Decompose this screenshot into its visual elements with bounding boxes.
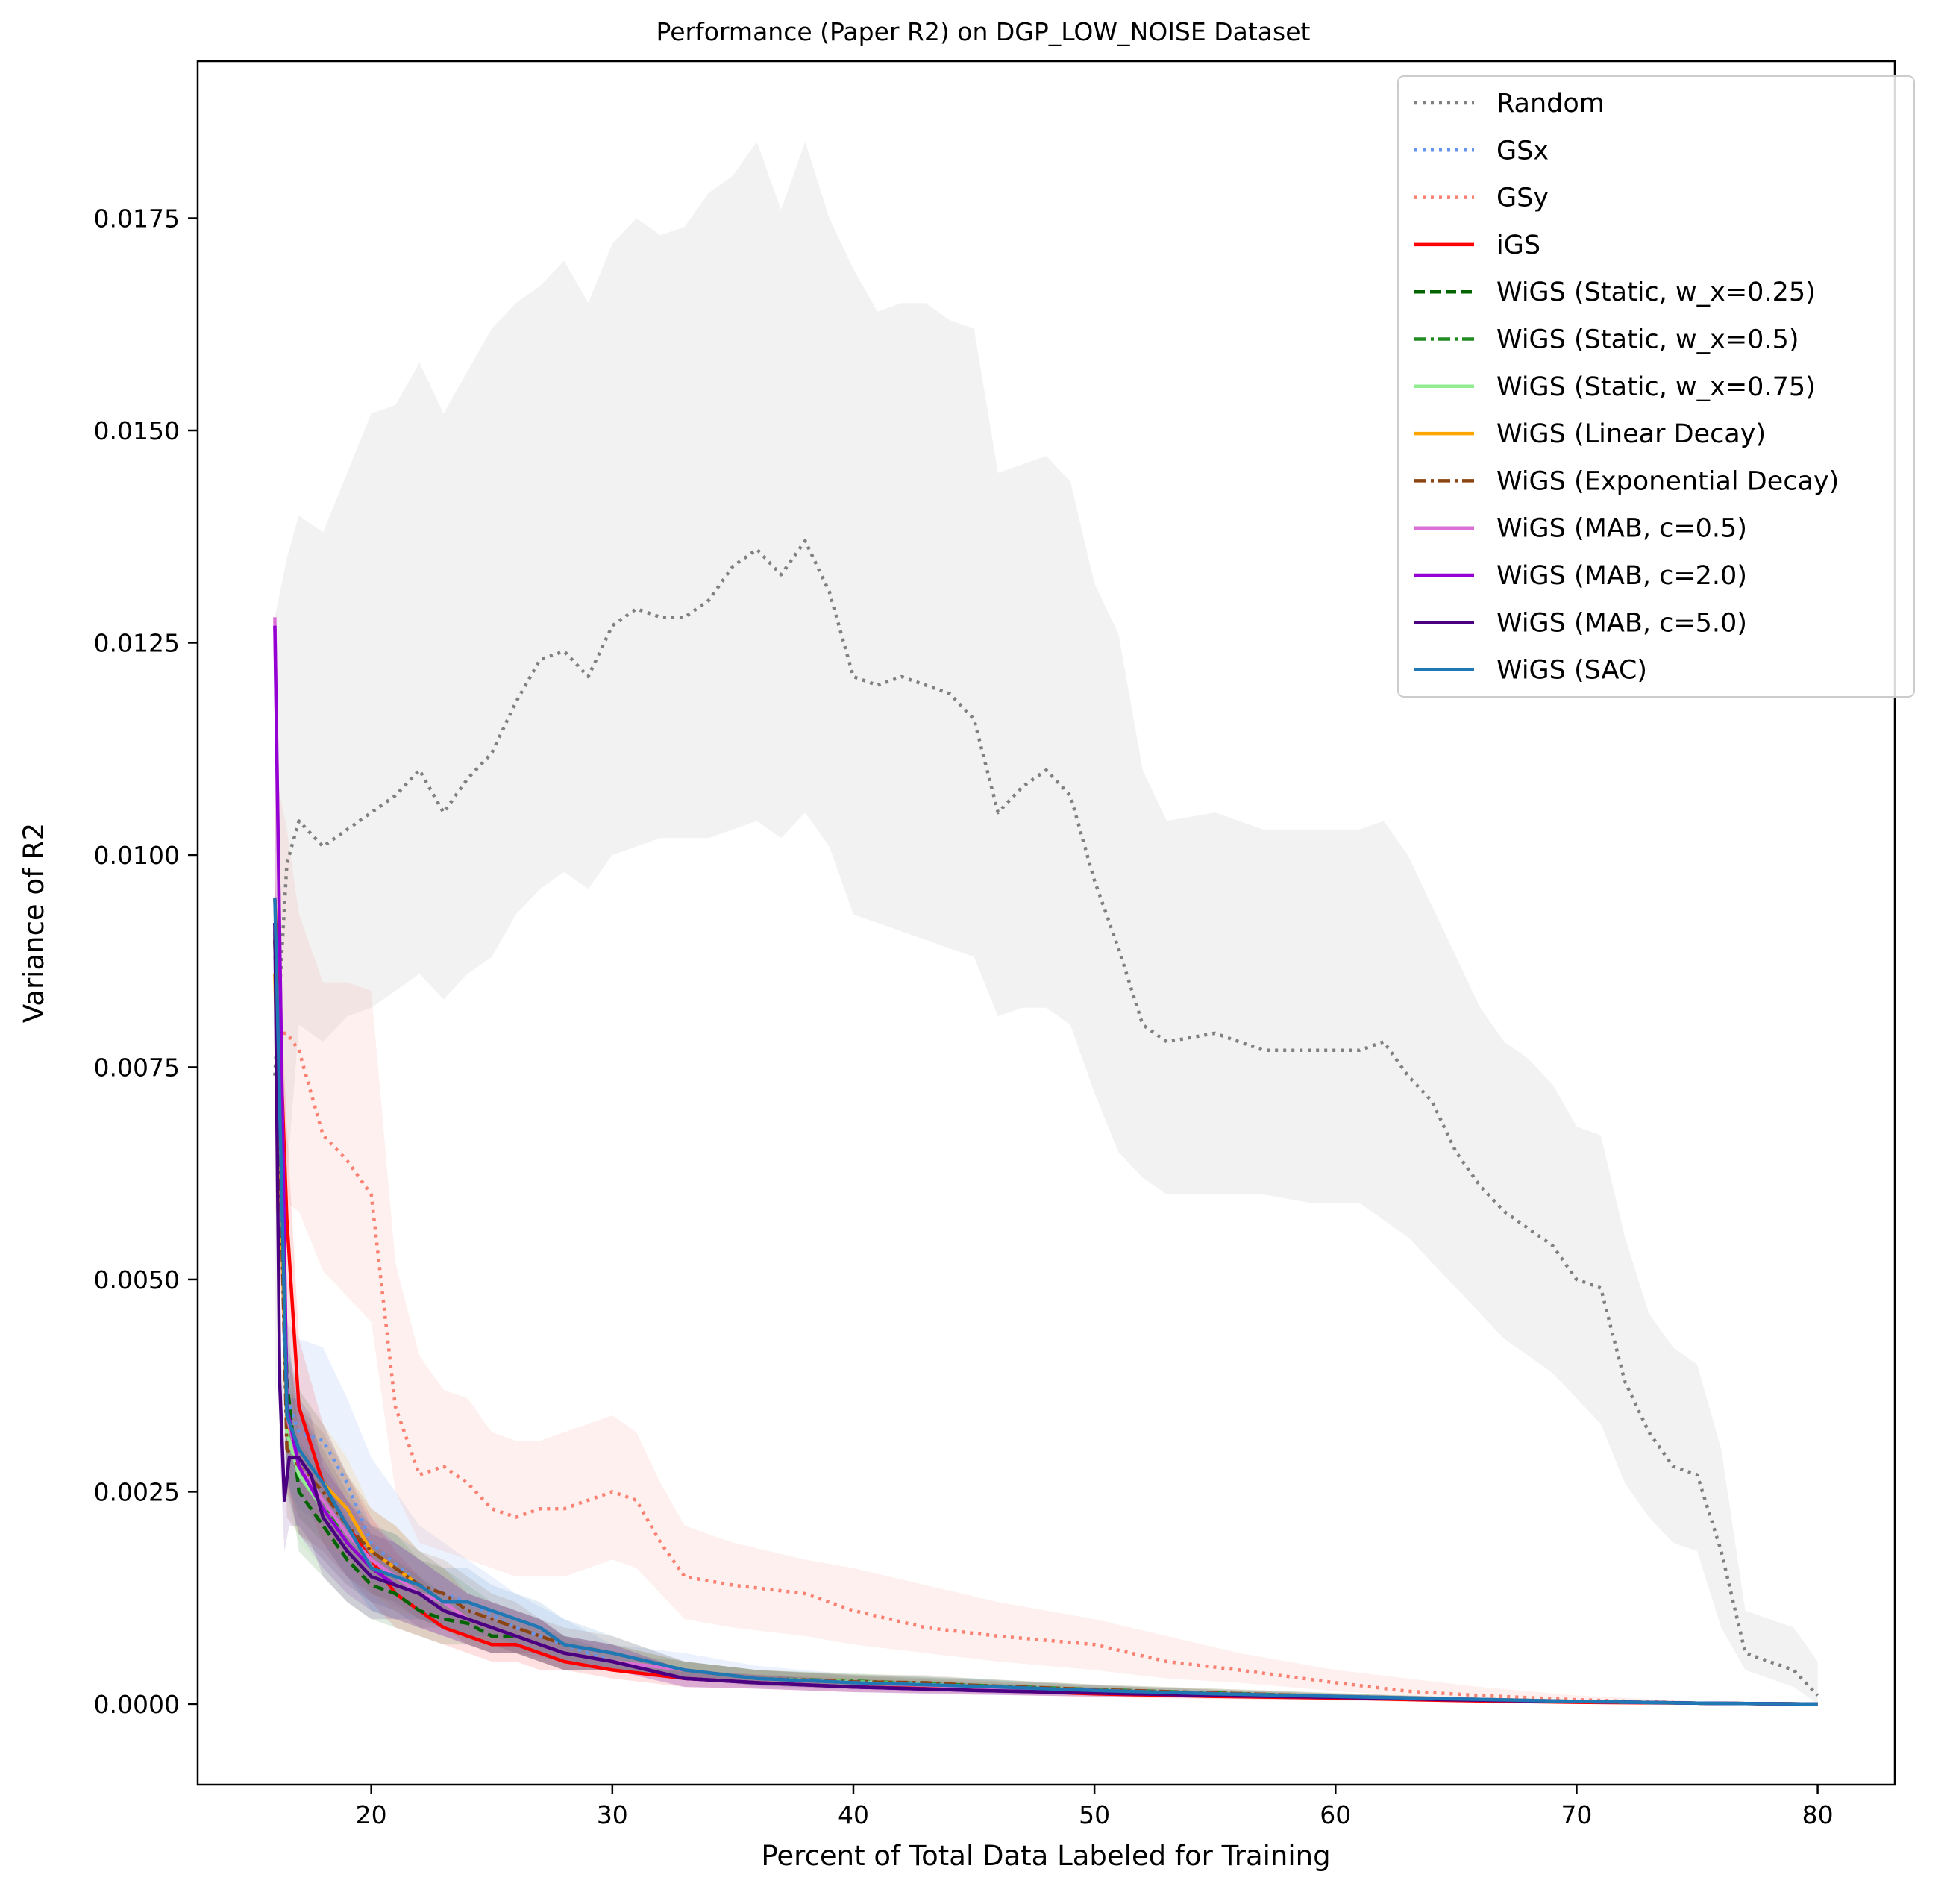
legend-label-wigs-static-w-x-0-25: WiGS (Static, w_x=0.25) xyxy=(1496,278,1816,307)
y-tick-label: 0.0000 xyxy=(94,1690,180,1719)
y-tick-label: 0.0050 xyxy=(94,1265,180,1294)
x-tick-label: 30 xyxy=(597,1800,628,1829)
band-igs xyxy=(275,871,1818,1704)
legend-label-igs: iGS xyxy=(1496,231,1540,260)
line-gsy xyxy=(275,1031,1818,1706)
legend-label-random: Random xyxy=(1496,89,1605,119)
legend-label-wigs-linear-decay: WiGS (Linear Decay) xyxy=(1496,419,1766,449)
legend-entries: Random GSx GSy iGS WiGS (Static, w_x=0.25) Wi… xyxy=(1414,89,1839,686)
x-axis-ticks: 20 30 40 50 60 70 80 xyxy=(356,1785,1834,1829)
chart-title: Performance (Paper R2) on DGP_LOW_NOISE … xyxy=(656,17,1311,46)
y-axis-ticks: 0.0000 0.0025 0.0050 0.0075 0.0100 0.0125 0.01… xyxy=(94,204,198,1719)
x-tick-label: 40 xyxy=(838,1800,869,1829)
plot-area-frame xyxy=(196,60,1896,1786)
band-wigs-static-w-x-0-25 xyxy=(275,897,1818,1704)
y-tick-label: 0.0125 xyxy=(94,628,180,657)
legend-label-wigs-static-w-x-0-75: WiGS (Static, w_x=0.75) xyxy=(1496,372,1816,402)
y-axis-label: Variance of R2 xyxy=(18,823,50,1023)
legend-label-wigs-mab-c-0-5: WiGS (MAB, c=0.5) xyxy=(1496,514,1747,544)
y-tick-label: 0.0175 xyxy=(94,204,180,234)
legend-label-wigs-exponential-decay: WiGS (Exponential Decay) xyxy=(1496,466,1839,496)
legend-label-wigs-sac: WiGS (SAC) xyxy=(1496,656,1647,686)
band-wigs-static-w-x-0-5 xyxy=(275,889,1818,1704)
x-axis-label: Percent of Total Data Labeled for Traini… xyxy=(761,1840,1330,1872)
legend: Random GSx GSy iGS WiGS (Static, w_x=0.25) Wi… xyxy=(1397,75,1915,698)
x-tick-label: 50 xyxy=(1079,1800,1110,1829)
y-tick-label: 0.0100 xyxy=(94,841,180,870)
line-wigs-sac xyxy=(273,897,1818,1706)
x-tick-label: 60 xyxy=(1320,1800,1351,1829)
legend-label-wigs-mab-c-5-0: WiGS (MAB, c=5.0) xyxy=(1496,608,1747,638)
y-tick-label: 0.0075 xyxy=(94,1053,180,1082)
x-tick-label: 80 xyxy=(1802,1800,1834,1829)
band-wigs-sac xyxy=(275,871,1818,1704)
legend-label-gsx: GSx xyxy=(1496,136,1549,166)
legend-box xyxy=(1397,75,1915,698)
series-lines xyxy=(273,539,1819,1706)
legend-label-wigs-mab-c-2-0: WiGS (MAB, c=2.0) xyxy=(1496,561,1747,591)
band-random xyxy=(275,142,1818,1704)
x-tick-label: 20 xyxy=(356,1800,387,1829)
y-tick-label: 0.0150 xyxy=(94,416,180,445)
line-random xyxy=(273,539,1819,1697)
band-gsx xyxy=(275,871,1818,1704)
band-wigs-mab-c-5-0 xyxy=(275,871,1818,1704)
legend-label-gsy: GSy xyxy=(1496,184,1549,213)
band-wigs-static-w-x-0-75 xyxy=(275,889,1818,1704)
x-tick-label: 70 xyxy=(1561,1800,1592,1829)
y-tick-label: 0.0025 xyxy=(94,1477,180,1506)
legend-label-wigs-static-w-x-0-5: WiGS (Static, w_x=0.5) xyxy=(1496,325,1799,355)
